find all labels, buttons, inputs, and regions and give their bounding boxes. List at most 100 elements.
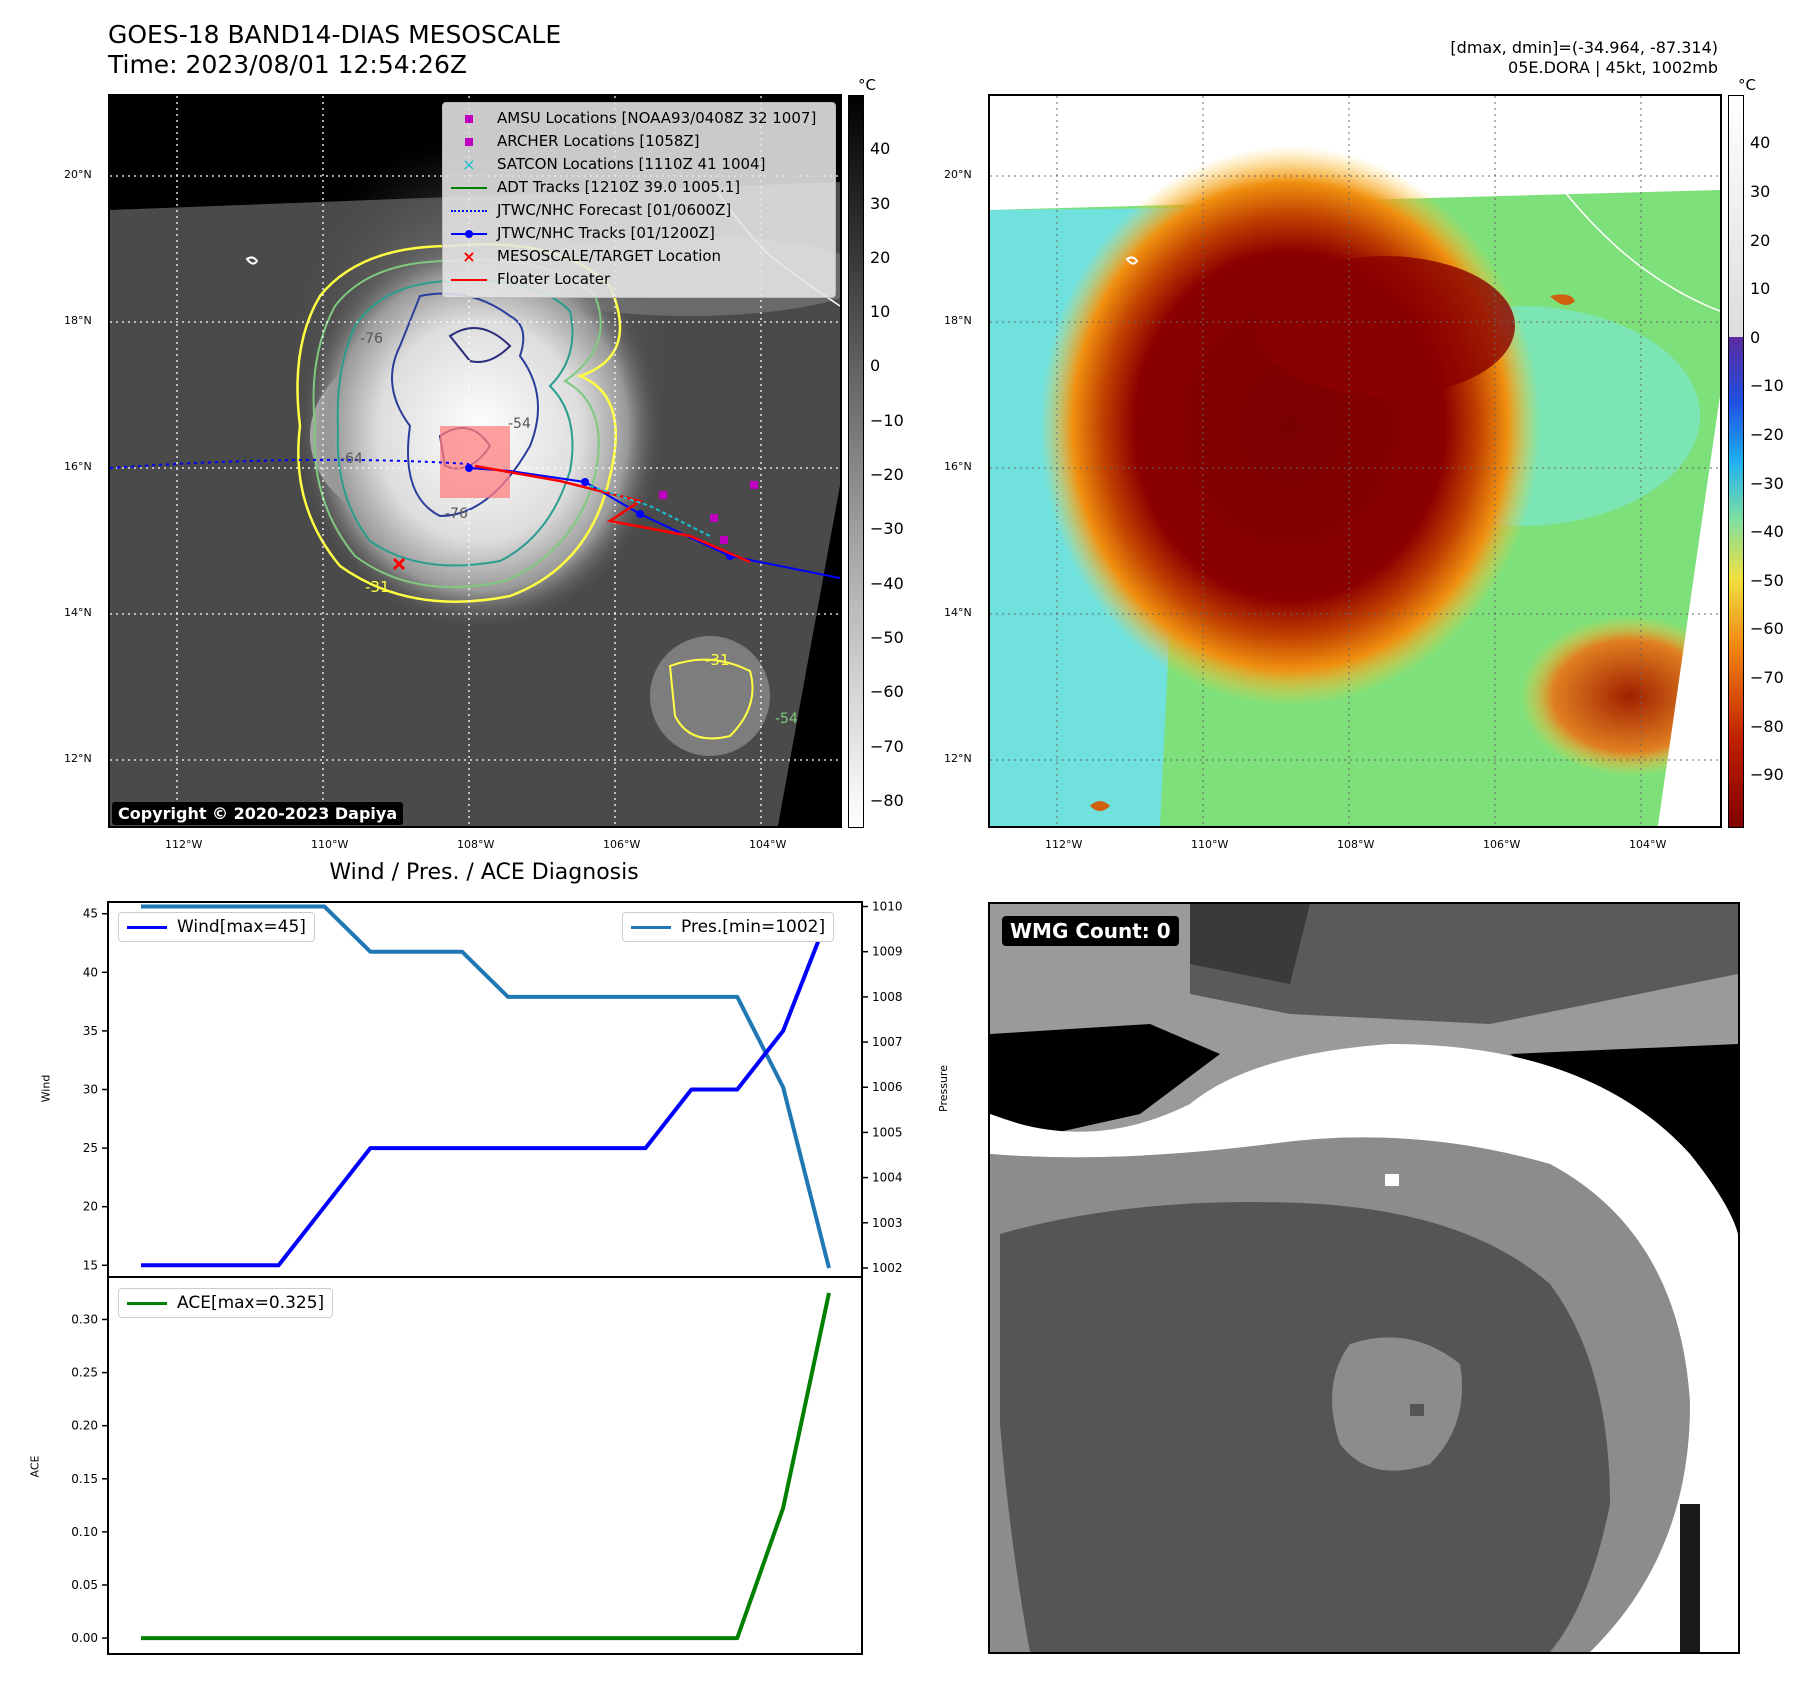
floater-box <box>440 426 510 498</box>
contour-label: -31 <box>705 651 730 669</box>
wind-axis-tick-label: 25 <box>83 1141 98 1155</box>
lon-label: 110°W <box>1191 838 1229 851</box>
legend-item: × MESOSCALE/TARGET Location <box>462 246 722 266</box>
pressure-axis-tick-label: 1004 <box>872 1171 903 1185</box>
legend-item: JTWC/NHC Tracks [01/1200Z] <box>451 222 827 245</box>
ace-axis-tick-label: 0.00 <box>71 1631 98 1645</box>
colorbar-tick-label: 0 <box>870 356 881 376</box>
pressure-line <box>141 904 831 1269</box>
wind-legend: Wind[max=45] <box>118 912 315 942</box>
lat-label: 18°N <box>944 314 972 327</box>
colorbar-tick-label: −80 <box>1750 716 1784 736</box>
colorbar-tick-label: −60 <box>1750 619 1784 639</box>
wmg-image <box>990 904 1738 1652</box>
ir-color-map <box>988 94 1722 828</box>
color-colorbar <box>1728 95 1744 828</box>
pressure-axis-tick-label: 1003 <box>872 1216 903 1230</box>
pressure-axis-tick-label: 1007 <box>872 1035 903 1049</box>
pressure-axis-tick-label: 1008 <box>872 990 903 1004</box>
wind-axis-tick-label: 30 <box>83 1083 98 1097</box>
lon-label: 108°W <box>457 838 495 851</box>
target-location-marker <box>392 557 406 571</box>
lat-label: 14°N <box>64 606 92 619</box>
pressure-legend: Pres.[min=1002] <box>622 912 835 942</box>
pressure-axis-label: Pressure <box>936 1065 950 1112</box>
lon-label: 112°W <box>1045 838 1083 851</box>
colorbar-tick-label: 0 <box>1750 327 1761 347</box>
colorbar-tick-label: −20 <box>870 465 904 485</box>
color-colorbar-ticks: 40 30 20 10 0 −10 −20 −30 −40 −50 −60 −70 −80 −90 <box>1750 95 1800 828</box>
colorbar-tick-label: −20 <box>1750 424 1784 444</box>
wmg-count-label: WMG Count: 0 <box>1002 916 1179 946</box>
lon-label: 112°W <box>165 838 203 851</box>
lat-label: 12°N <box>64 752 92 765</box>
pressure-axis-tick-label: 1010 <box>872 900 903 914</box>
floater-track <box>474 464 751 564</box>
colorbar-tick-label: 10 <box>870 302 891 322</box>
colorbar-tick-label: 20 <box>1750 230 1771 250</box>
colorbar-unit: °C <box>1738 76 1756 94</box>
storm-cold-tops <box>1040 146 1540 706</box>
figure-title: GOES-18 BAND14-DIAS MESOSCALE Time: 2023… <box>108 20 561 80</box>
colorbar-tick-label: 40 <box>1750 133 1771 153</box>
ace-legend: ACE[max=0.325] <box>118 1288 334 1318</box>
map-gridlines <box>990 96 1720 826</box>
copyright-label: Copyright © 2020-2023 Dapiya <box>112 802 404 825</box>
wmg-panel: WMG Count: 0 <box>988 902 1740 1654</box>
wind-axis-tick-label: 40 <box>83 965 98 979</box>
legend-item: × SATCON Locations [1110Z 41 1004] <box>462 154 766 174</box>
lon-label: 106°W <box>1483 838 1521 851</box>
colorbar-tick-label: −70 <box>870 736 904 756</box>
contour-label: -54 <box>508 416 531 432</box>
ace-axis-tick-label: 0.05 <box>71 1578 98 1592</box>
colorbar-tick-label: −30 <box>1750 473 1784 493</box>
contour-label: -54 <box>775 711 798 727</box>
map-legend: AMSU Locations [NOAA93/0408Z 32 1007] AR… <box>442 102 836 298</box>
ace-line <box>141 1292 831 1641</box>
diagnosis-chart-title: Wind / Pres. / ACE Diagnosis <box>329 860 639 885</box>
forecast-track <box>110 458 470 469</box>
legend-item: Floater Locater <box>451 268 827 291</box>
colorbar-tick-label: −40 <box>1750 522 1784 542</box>
ace-axis-tick-label: 0.20 <box>71 1419 98 1433</box>
ace-axis-label: ACE <box>28 1455 42 1478</box>
pressure-axis-tick-label: 1009 <box>872 945 903 959</box>
colorbar-tick-label: −50 <box>1750 570 1784 590</box>
lat-label: 12°N <box>944 752 972 765</box>
colorbar-unit: °C <box>858 76 876 94</box>
ace-axis-tick-label: 0.25 <box>71 1366 98 1380</box>
contour-label: -64 <box>340 451 363 467</box>
colorbar-tick-label: 30 <box>1750 181 1771 201</box>
wind-axis-label: Wind <box>39 1074 53 1103</box>
storm-info: [dmax, dmin]=(-34.964, -87.314) 05E.DORA… <box>1450 38 1718 78</box>
lon-label: 104°W <box>1629 838 1667 851</box>
lat-label: 16°N <box>64 460 92 473</box>
lon-label: 106°W <box>603 838 641 851</box>
storm-name-text: 05E.DORA | 45kt, 1002mb <box>1508 58 1718 77</box>
pressure-axis-tick-label: 1002 <box>872 1261 903 1275</box>
pressure-axis-tick-label: 1005 <box>872 1125 903 1139</box>
contour-label: -76 <box>445 506 468 522</box>
lat-label: 16°N <box>944 460 972 473</box>
diagnosis-chart: 45 40 35 30 25 20 15 1010 1009 1008 1007 1006 1005 10… <box>71 900 903 1655</box>
lon-label: 104°W <box>749 838 787 851</box>
lat-label: 20°N <box>64 168 92 181</box>
grayscale-colorbar <box>848 95 864 828</box>
ace-axis-tick-label: 0.30 <box>71 1312 98 1326</box>
ace-axis-tick-label: 0.15 <box>71 1472 98 1486</box>
colorbar-tick-label: 40 <box>870 139 891 159</box>
legend-item: ADT Tracks [1210Z 39.0 1005.1] <box>451 176 827 199</box>
title-line-2: Time: 2023/08/01 12:54:26Z <box>108 50 467 79</box>
wind-axis-tick-label: 35 <box>83 1024 98 1038</box>
colorbar-tick-label: −80 <box>870 790 904 810</box>
contour-se-minus31 <box>668 658 754 740</box>
contour-minus64 <box>391 292 539 518</box>
colorbar-tick-label: −10 <box>1750 376 1784 396</box>
title-line-1: GOES-18 BAND14-DIAS MESOSCALE <box>108 20 562 49</box>
legend-item: JTWC/NHC Forecast [01/0600Z] <box>451 199 827 222</box>
colorbar-tick-label: −10 <box>870 410 904 430</box>
lon-label: 108°W <box>1337 838 1375 851</box>
ir-grayscale-map: -76 -54 -64 -76 -31 -31 -54 AMSU Locatio… <box>108 94 842 828</box>
legend-item: AMSU Locations [NOAA93/0408Z 32 1007] <box>451 107 827 130</box>
wind-axis-tick-label: 15 <box>83 1258 98 1272</box>
